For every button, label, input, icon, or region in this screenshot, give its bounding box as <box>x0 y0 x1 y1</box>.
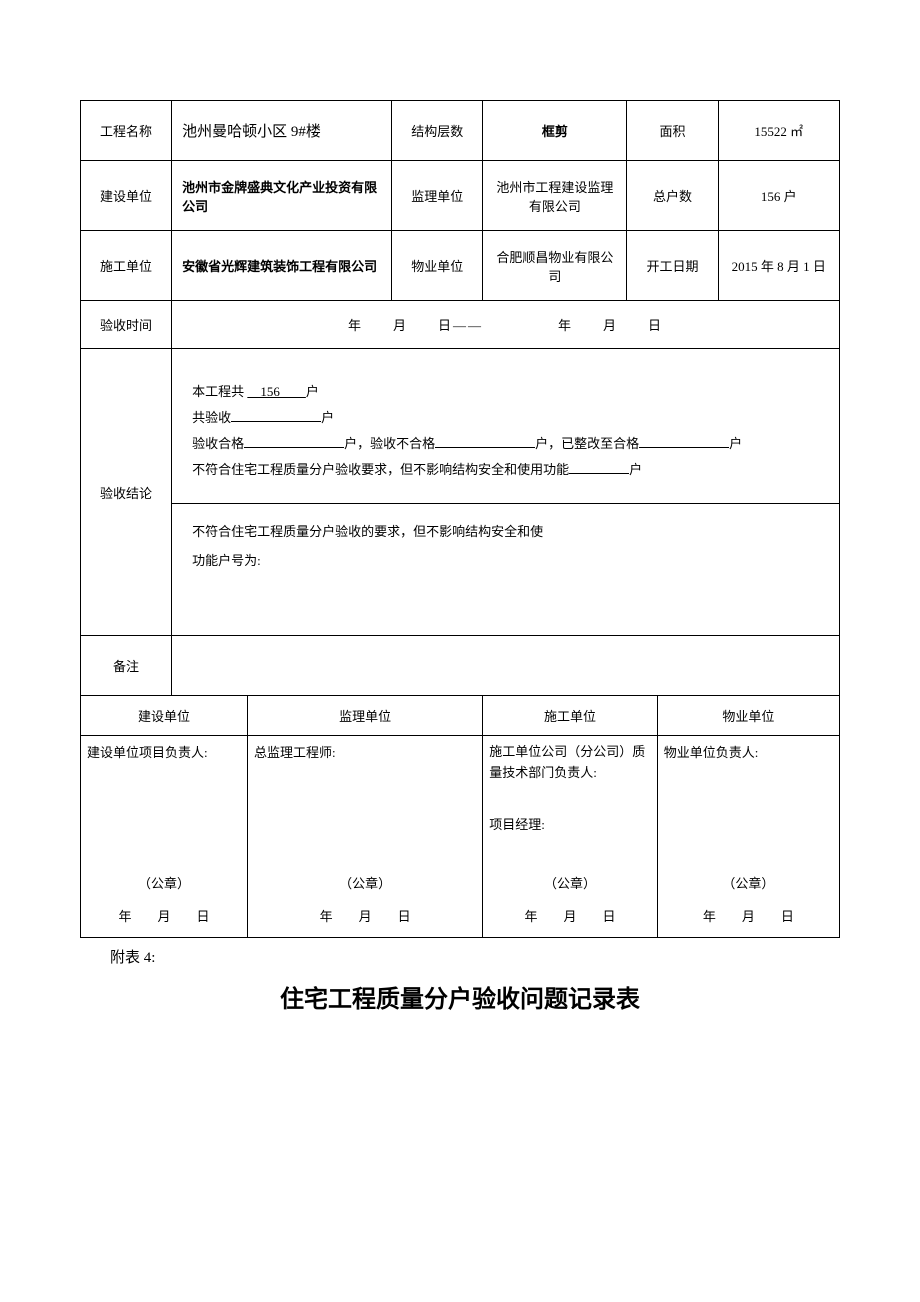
label-structure: 结构层数 <box>392 101 483 161</box>
sig-b1: 建设单位项目负责人: <box>81 736 248 868</box>
label-area: 面积 <box>627 101 718 161</box>
main-table: 工程名称 池州曼哈顿小区 9#楼 结构层数 框剪 面积 15522 ㎡ 建设单位… <box>80 100 840 938</box>
value-project-name: 池州曼哈顿小区 9#楼 <box>172 101 392 161</box>
c-line1b: 户 <box>306 384 319 399</box>
sig-date-4: 年 月 日 <box>657 898 839 938</box>
value-area: 15522 ㎡ <box>718 101 839 161</box>
label-project-name: 工程名称 <box>81 101 172 161</box>
value-structure: 框剪 <box>483 101 627 161</box>
sig-date-1: 年 月 日 <box>81 898 248 938</box>
secondary-title: 住宅工程质量分户验收问题记录表 <box>80 979 840 1014</box>
value-start-date: 2015 年 8 月 1 日 <box>718 231 839 301</box>
c-line1-u: 156 <box>247 379 306 405</box>
c-line3b: 户，验收不合格 <box>344 436 435 451</box>
sig-h2: 监理单位 <box>247 696 482 736</box>
value-total-households: 156 户 <box>718 161 839 231</box>
sig-h3: 施工单位 <box>483 696 658 736</box>
sig-b4: 物业单位负责人: <box>657 736 839 868</box>
sig-date-3: 年 月 日 <box>483 898 658 938</box>
label-construct-unit: 施工单位 <box>81 231 172 301</box>
value-supervision-unit: 池州市工程建设监理有限公司 <box>483 161 627 231</box>
value-dev-unit: 池州市金牌盛典文化产业投资有限公司 <box>172 161 392 231</box>
label-conclusion: 验收结论 <box>81 349 172 636</box>
sig-seal-1: （公章） <box>81 867 248 898</box>
c-line2b: 户 <box>321 410 334 425</box>
label-start-date: 开工日期 <box>627 231 718 301</box>
label-supervision-unit: 监理单位 <box>392 161 483 231</box>
c-sub2: 功能户号为: <box>192 547 819 576</box>
sig-b3a: 施工单位公司（分公司）质量技术部门负责人: <box>489 742 651 784</box>
sig-b2: 总监理工程师: <box>247 736 482 868</box>
c-line3a: 验收合格 <box>192 436 244 451</box>
value-remark <box>172 636 840 696</box>
value-property-unit: 合肥顺昌物业有限公司 <box>483 231 627 301</box>
sig-seal-2: （公章） <box>247 867 482 898</box>
sig-seal-3: （公章） <box>483 867 658 898</box>
c-blank-3b <box>435 434 535 448</box>
label-remark: 备注 <box>81 636 172 696</box>
sig-seal-4: （公章） <box>657 867 839 898</box>
c-line4b: 户 <box>629 462 642 477</box>
c-line3d: 户 <box>729 436 742 451</box>
sig-date-2: 年 月 日 <box>247 898 482 938</box>
c-blank-2 <box>231 408 321 422</box>
c-line3c: 户，已整改至合格 <box>535 436 639 451</box>
sig-b3: 施工单位公司（分公司）质量技术部门负责人: 项目经理: <box>483 736 658 868</box>
label-dev-unit: 建设单位 <box>81 161 172 231</box>
conclusion-main: 本工程共 156 户 共验收户 验收合格户，验收不合格户，已整改至合格户 不符合… <box>172 349 840 504</box>
c-blank-3c <box>639 434 729 448</box>
label-accept-time: 验收时间 <box>81 301 172 349</box>
value-accept-time: 年 月 日—— 年 月 日 <box>172 301 840 349</box>
sig-h1: 建设单位 <box>81 696 248 736</box>
sig-h4: 物业单位 <box>657 696 839 736</box>
label-total-households: 总户数 <box>627 161 718 231</box>
sig-b3b: 项目经理: <box>489 814 651 833</box>
value-construct-unit: 安徽省光辉建筑装饰工程有限公司 <box>172 231 392 301</box>
c-line1a: 本工程共 <box>192 384 247 399</box>
appendix-label: 附表 4: <box>80 946 840 967</box>
c-line4a: 不符合住宅工程质量分户验收要求，但不影响结构安全和使用功能 <box>192 462 569 477</box>
c-blank-4 <box>569 460 629 474</box>
c-line2a: 共验收 <box>192 410 231 425</box>
c-blank-3a <box>244 434 344 448</box>
label-property-unit: 物业单位 <box>392 231 483 301</box>
conclusion-sub: 不符合住宅工程质量分户验收的要求，但不影响结构安全和使 功能户号为: <box>172 504 840 636</box>
c-sub1: 不符合住宅工程质量分户验收的要求，但不影响结构安全和使 <box>192 518 819 547</box>
